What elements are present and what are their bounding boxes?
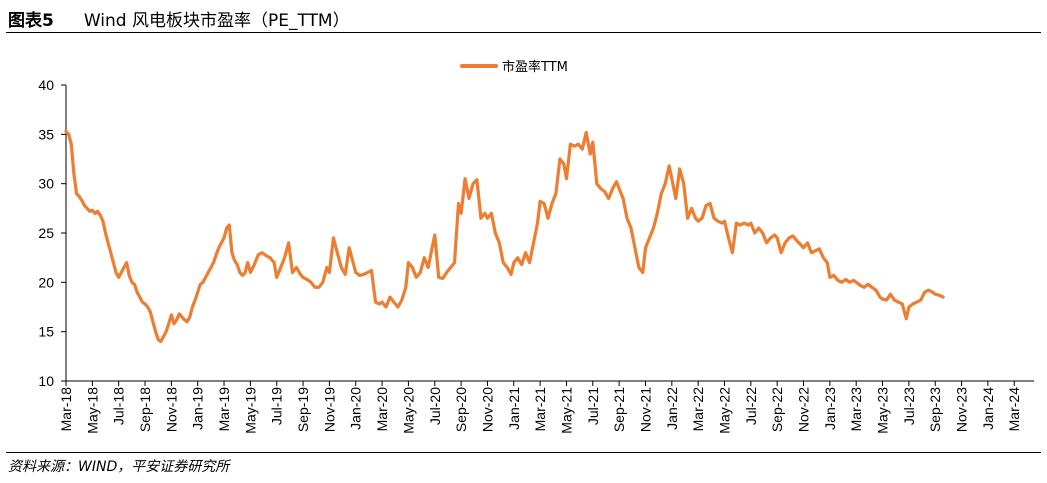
x-tick-label: May-23 <box>875 387 891 434</box>
y-tick-label: 10 <box>38 373 54 389</box>
y-tick-label: 35 <box>38 126 54 142</box>
x-axis: Mar-18 May-18 Jul-18 Sep-18 Nov-18 Jan-19 Mar-… <box>58 380 1034 434</box>
legend: 市盈率TTM <box>460 59 568 75</box>
title-rule <box>6 32 1041 33</box>
x-tick-label: Sep-21 <box>611 387 627 432</box>
x-tick-label: Jan-22 <box>664 387 680 430</box>
y-tick-label: 40 <box>38 77 54 93</box>
y-tick-label: 25 <box>38 225 54 241</box>
x-tick-label: May-19 <box>242 387 258 434</box>
x-tick-label: Jan-23 <box>822 387 838 430</box>
x-tick-label: Nov-19 <box>321 387 337 432</box>
x-tick-label: Jan-19 <box>190 387 206 430</box>
x-tick-label: May-20 <box>400 387 416 434</box>
x-tick-label: May-22 <box>717 387 733 434</box>
y-tick-label: 30 <box>38 176 54 192</box>
x-tick-label: Jul-23 <box>901 387 917 425</box>
y-axis: 10 15 20 25 30 35 40 <box>38 77 67 389</box>
x-tick-label: Jan-20 <box>348 387 364 430</box>
x-tick-label: Jan-21 <box>506 387 522 430</box>
x-tick-label: Mar-22 <box>690 387 706 432</box>
x-tick-label: Jul-20 <box>427 387 443 425</box>
series-line-pe-ttm <box>64 129 945 344</box>
x-tick-label: Nov-18 <box>163 387 179 432</box>
x-tick-label: Nov-21 <box>637 387 653 432</box>
x-tick-label: Mar-19 <box>216 387 232 432</box>
x-tick-label: Jul-22 <box>743 387 759 425</box>
x-tick-label: Mar-24 <box>1006 387 1022 432</box>
y-tick-label: 15 <box>38 324 54 340</box>
x-tick-label: Jul-21 <box>585 387 601 425</box>
x-tick-label: Mar-18 <box>58 387 74 432</box>
x-tick-label: Jul-19 <box>269 387 285 425</box>
source-rule <box>6 452 1041 453</box>
x-tick-label: Mar-23 <box>848 387 864 432</box>
x-tick-label: Nov-23 <box>954 387 970 432</box>
x-tick-label: Sep-18 <box>137 387 153 432</box>
figure-title: 图表5 Wind 风电板块市盈率（PE_TTM） <box>8 6 350 31</box>
x-tick-label: Sep-19 <box>295 387 311 432</box>
figure-number: 图表5 <box>8 11 54 31</box>
x-tick-label: Jul-18 <box>111 387 127 425</box>
x-tick-label: May-18 <box>84 387 100 434</box>
figure-title-text: Wind 风电板块市盈率（PE_TTM） <box>83 11 350 31</box>
y-tick-label: 20 <box>38 274 54 290</box>
x-tick-label: Sep-20 <box>453 387 469 432</box>
x-tick-label: Sep-23 <box>927 387 943 432</box>
x-tick-label: Nov-20 <box>479 387 495 432</box>
x-tick-label: Jan-24 <box>980 387 996 430</box>
x-tick-label: Mar-21 <box>532 387 548 432</box>
series-layer <box>64 129 945 344</box>
x-tick-label: Mar-20 <box>374 387 390 432</box>
x-tick-label: May-21 <box>558 387 574 434</box>
x-tick-label: Sep-22 <box>769 387 785 432</box>
x-tick-label: Nov-22 <box>796 387 812 432</box>
legend-label: 市盈率TTM <box>502 59 568 75</box>
source-note: 资料来源：WIND，平安证券研究所 <box>8 459 230 475</box>
